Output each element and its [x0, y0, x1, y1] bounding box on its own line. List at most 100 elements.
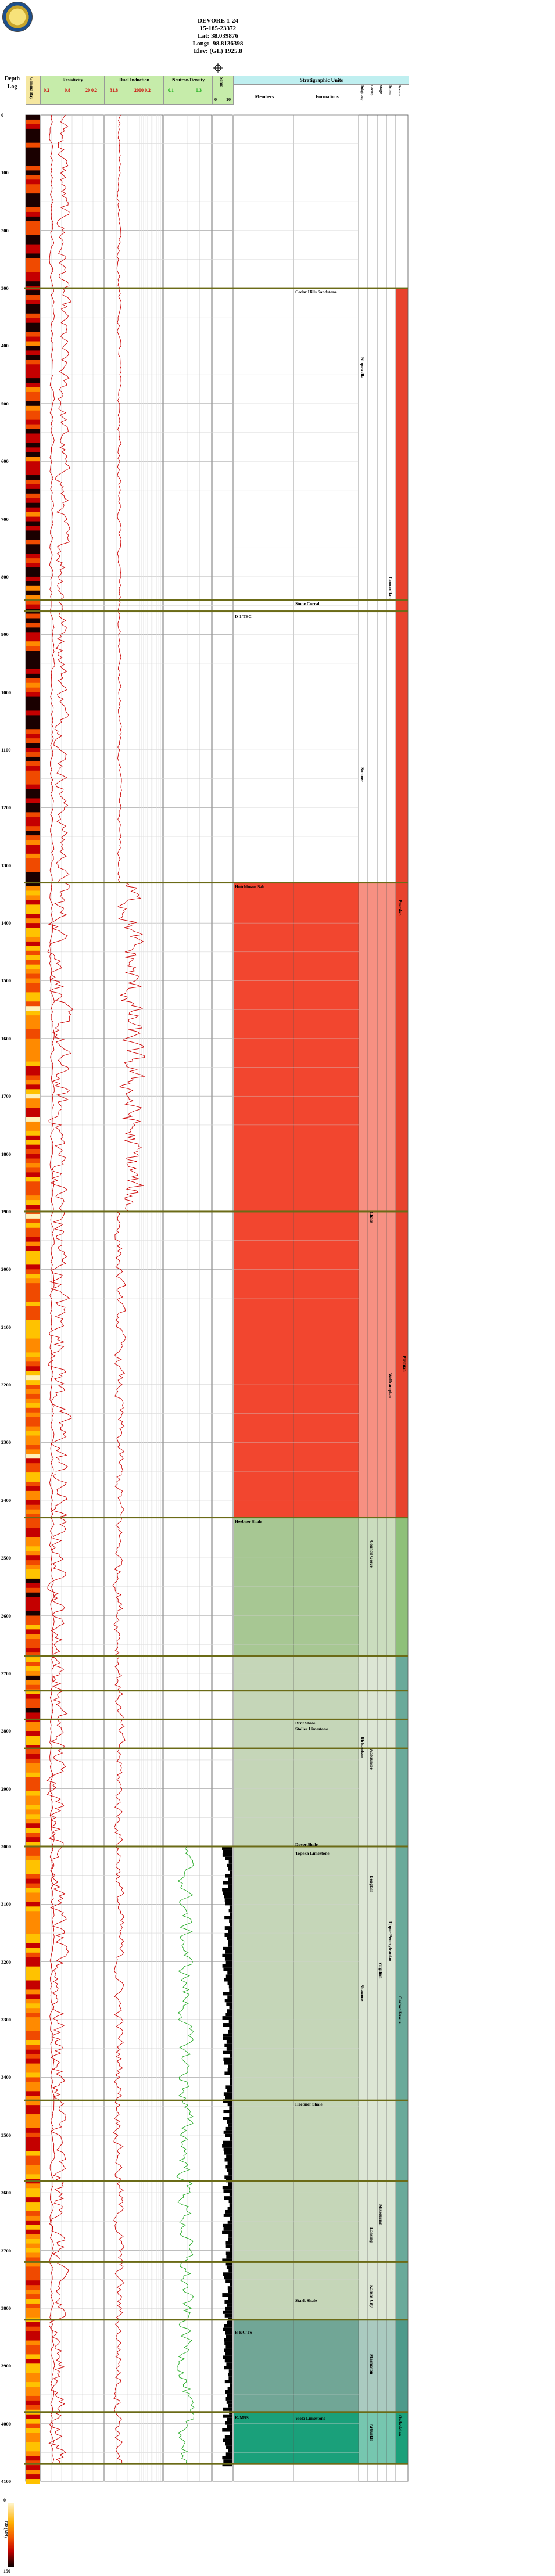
gamma-ray-cell [26, 438, 40, 443]
gamma-ray-cell [26, 696, 40, 702]
gamma-ray-cell [26, 2451, 40, 2456]
sonic-bar [227, 2119, 232, 2124]
gamma-ray-cell [26, 973, 40, 979]
sonic-bar [224, 2071, 232, 2075]
gamma-ray-cell [26, 1172, 40, 1177]
sonic-bar [228, 1877, 232, 1881]
sonic-bar [222, 2223, 232, 2227]
sonic-bar [225, 2352, 232, 2356]
resistivity-curve [46, 1517, 69, 2464]
gamma-ray-cell [26, 637, 40, 642]
gamma-ray-cell [26, 346, 40, 351]
gamma-ray-cell [26, 2100, 40, 2106]
resistivity-header: Resistivity 0.2 0.8 20 0.2 [41, 76, 105, 105]
gamma-ray-cell [26, 2322, 40, 2327]
sonic-bar [228, 1909, 232, 1913]
gamma-ray-cell [26, 812, 40, 817]
gamma-ray-cell [26, 1758, 40, 1764]
depth-label: 3100 [1, 1901, 11, 1907]
gamma-ray-cell [26, 410, 40, 416]
gamma-ray-cell [26, 429, 40, 434]
gamma-ray-cell [26, 1587, 40, 1593]
gamma-ray-cell [26, 1537, 40, 1542]
sonic-bar [225, 2345, 232, 2349]
gamma-ray-cell [26, 987, 40, 993]
gamma-ray-cell [26, 1897, 40, 1902]
column-header-row: Depth Log Gamma Ray Resistivity 0.2 0.8 … [0, 74, 409, 112]
strat-units-header: Stratigraphic Units [234, 76, 409, 85]
gamma-ray-cell [26, 1518, 40, 1524]
gamma-ray-cell [26, 1103, 40, 1108]
sonic-bar [230, 2431, 232, 2435]
sonic-bar [226, 2362, 232, 2366]
gamma-ray-cell [26, 2183, 40, 2189]
sonic-bar [230, 1923, 232, 1927]
gamma-ray-cell [26, 1255, 40, 1260]
gamma-ray-cell [26, 1772, 40, 1778]
sonic-bar [229, 2193, 232, 2197]
neutron-density-header: Neutron/Density 0.1 0.3 [164, 76, 213, 105]
gamma-ray-cell [26, 1864, 40, 1870]
gamma-ray-cell [26, 1555, 40, 1561]
gamma-ray-cell [26, 295, 40, 300]
sonic-bar [228, 1860, 232, 1864]
gamma-ray-cell [26, 1657, 40, 1662]
gamma-ray-cell [26, 590, 40, 596]
gamma-ray-cell [26, 1662, 40, 1667]
gamma-ray-cell [26, 1260, 40, 1265]
sonic-bar [222, 2144, 232, 2148]
depth-label: 3300 [1, 2017, 11, 2023]
gamma-ray-cell [26, 2072, 40, 2078]
gamma-ray-cell [26, 895, 40, 900]
sonic-bar [227, 2220, 232, 2224]
gamma-ray-cell [26, 1639, 40, 1644]
gamma-ray-cell [26, 1860, 40, 1866]
gamma-ray-cell [26, 651, 40, 656]
sonic-bar [224, 1926, 232, 1930]
gamma-ray-cell [26, 2349, 40, 2355]
sonic-bar [229, 2106, 232, 2110]
gamma-ray-cell [26, 1680, 40, 1686]
gamma-ray-cell [26, 2068, 40, 2073]
gamma-ray-cell [26, 1874, 40, 1880]
sonic-bar [223, 2438, 232, 2442]
gamma-ray-cell [26, 184, 40, 189]
gr-scale-label: GR (API) [3, 2521, 8, 2538]
depth-label: 4000 [1, 2420, 11, 2427]
gamma-ray-cell [26, 530, 40, 536]
gamma-ray-cell [26, 327, 40, 333]
sonic-bar [224, 2175, 232, 2179]
gamma-ray-cell [26, 715, 40, 720]
gamma-ray-cell [26, 2442, 40, 2447]
sonic-bar [225, 2279, 232, 2283]
gamma-ray-cell [26, 941, 40, 947]
gamma-ray-cell [26, 2086, 40, 2092]
gamma-ray-cell [26, 318, 40, 324]
sonic-bar [228, 1939, 232, 1943]
strat-unit-label: Heebner Shale [235, 1518, 262, 1524]
gamma-ray-cell [26, 2215, 40, 2221]
gamma-ray-cell [26, 1597, 40, 1603]
gamma-ray-cell [26, 2077, 40, 2082]
strat-rank-label: Wabaunsee [369, 1748, 374, 1770]
gamma-ray-cell [26, 1352, 40, 1357]
gamma-ray-cell [26, 1094, 40, 1099]
sonic-bar [224, 1933, 232, 1937]
sonic-bar [227, 2103, 232, 2107]
gamma-ray-cell [26, 225, 40, 231]
gamma-ray-cell [26, 1380, 40, 1385]
gamma-ray-cell [26, 1791, 40, 1797]
sonic-bar [222, 1964, 232, 1968]
gamma-ray-cell [26, 1819, 40, 1824]
gamma-ray-cell [26, 623, 40, 628]
strat-rank-label: Missourian [378, 2204, 384, 2226]
gamma-ray-cell [26, 466, 40, 471]
gamma-ray-cell [26, 1523, 40, 1528]
gamma-ray-cell [26, 1726, 40, 1731]
depth-label: 1900 [1, 1208, 11, 1215]
gamma-ray-cell [26, 1985, 40, 1990]
sonic-bar [224, 2158, 232, 2162]
strat-zone-fill [234, 882, 359, 1518]
gamma-ray-cell [26, 128, 40, 134]
sonic-bar [223, 2023, 232, 2027]
